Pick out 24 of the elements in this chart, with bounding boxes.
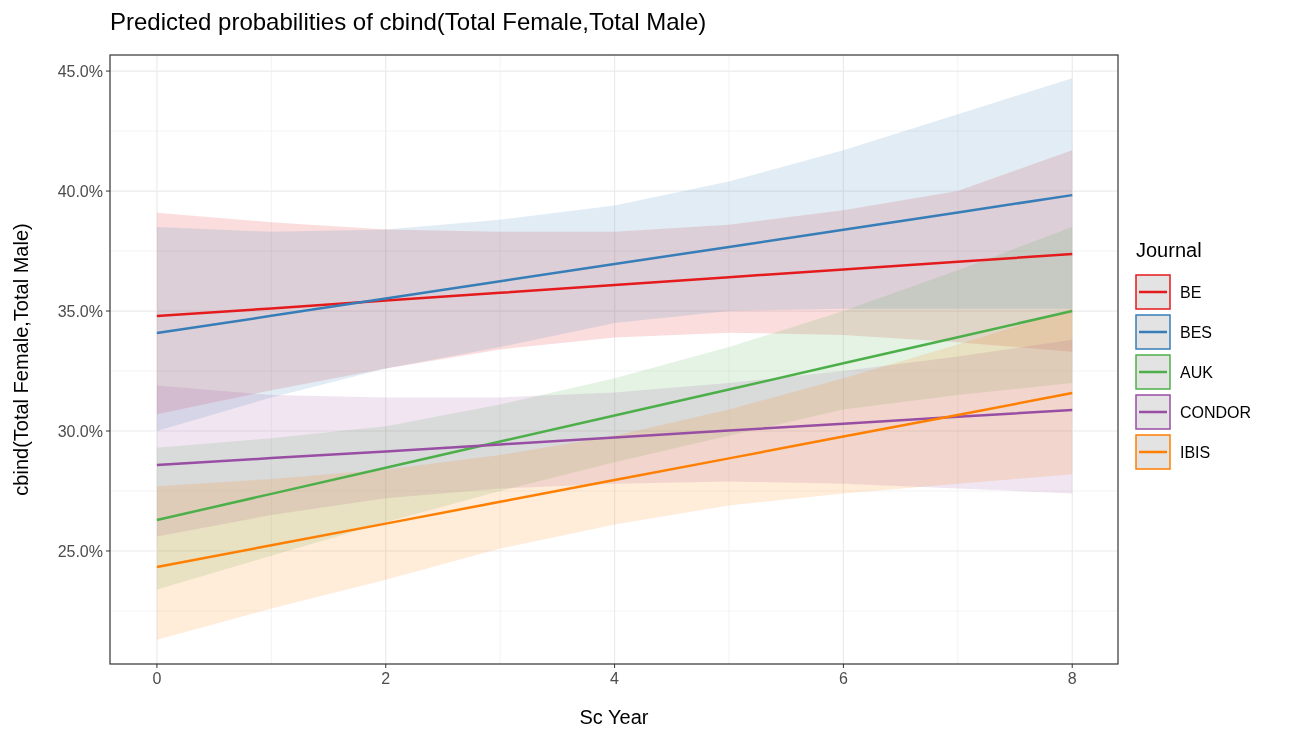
legend-label: IBIS [1180,443,1211,461]
legend-label: CONDOR [1180,403,1252,421]
y-tick-label: 35.0% [57,302,103,320]
x-tick-label: 2 [381,670,391,687]
y-tick-label: 40.0% [57,182,103,200]
line-series [155,391,1074,569]
x-axis-title: Sc Year [579,706,649,728]
legend-label: AUK [1180,363,1214,381]
x-tick-label: 6 [838,670,848,687]
legend-label: BES [1180,323,1213,341]
x-tick-label: 4 [610,670,620,687]
line-series [155,252,1074,318]
legend-title: Journal [1136,239,1202,261]
line-series [155,408,1074,467]
y-tick-label: 45.0% [57,62,103,80]
legend-label: BE [1180,283,1202,301]
line-series [155,309,1074,522]
x-tick-label: 8 [1067,670,1077,687]
chart-title: Predicted probabilities of cbind(Total Female,Total Male) [110,8,707,35]
line-series [155,193,1074,335]
y-tick-label: 25.0% [57,542,103,560]
y-axis-title: cbind(Total Female,Total Male) [10,223,32,496]
x-tick-label: 0 [152,670,162,687]
y-tick-label: 30.0% [57,422,103,440]
